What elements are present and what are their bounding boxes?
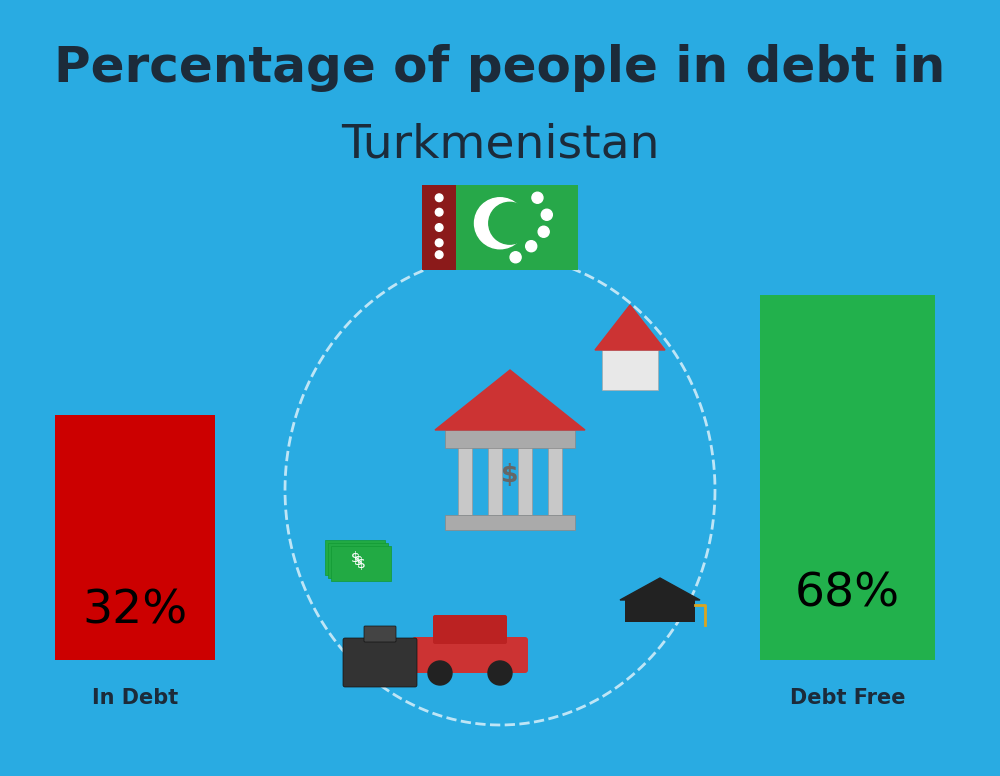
Text: Percentage of people in debt in: Percentage of people in debt in <box>54 44 946 92</box>
Circle shape <box>428 661 452 685</box>
Text: Debt Free: Debt Free <box>790 688 905 708</box>
Text: In Debt: In Debt <box>92 688 178 708</box>
Circle shape <box>538 227 549 237</box>
Circle shape <box>435 239 443 247</box>
Circle shape <box>489 203 531 244</box>
Polygon shape <box>435 370 585 430</box>
Text: Turkmenistan: Turkmenistan <box>341 123 659 168</box>
Circle shape <box>510 251 521 263</box>
Text: 68%: 68% <box>795 572 900 617</box>
FancyBboxPatch shape <box>325 540 385 575</box>
Circle shape <box>475 198 526 249</box>
Text: $: $ <box>357 557 365 571</box>
Circle shape <box>435 223 443 231</box>
FancyBboxPatch shape <box>602 350 658 390</box>
FancyBboxPatch shape <box>422 185 578 270</box>
Circle shape <box>435 209 443 216</box>
FancyBboxPatch shape <box>548 440 562 515</box>
FancyBboxPatch shape <box>422 185 456 270</box>
FancyBboxPatch shape <box>760 295 935 660</box>
FancyBboxPatch shape <box>328 543 388 578</box>
FancyBboxPatch shape <box>445 430 575 448</box>
FancyBboxPatch shape <box>458 440 472 515</box>
FancyBboxPatch shape <box>364 626 396 642</box>
Circle shape <box>435 194 443 202</box>
Circle shape <box>532 192 543 203</box>
Text: $: $ <box>354 554 362 568</box>
FancyBboxPatch shape <box>445 515 575 530</box>
Polygon shape <box>595 305 665 350</box>
Circle shape <box>541 210 552 220</box>
Text: $: $ <box>351 551 359 565</box>
Text: 32%: 32% <box>82 588 188 633</box>
Circle shape <box>526 241 537 251</box>
FancyBboxPatch shape <box>625 600 695 622</box>
Circle shape <box>488 661 512 685</box>
FancyBboxPatch shape <box>518 440 532 515</box>
FancyBboxPatch shape <box>412 637 528 673</box>
FancyBboxPatch shape <box>488 440 502 515</box>
FancyBboxPatch shape <box>433 615 507 644</box>
Circle shape <box>435 251 443 258</box>
FancyBboxPatch shape <box>331 546 391 581</box>
FancyBboxPatch shape <box>55 415 215 660</box>
FancyBboxPatch shape <box>343 638 417 687</box>
Ellipse shape <box>285 255 715 725</box>
Polygon shape <box>620 578 700 600</box>
Text: $: $ <box>501 463 519 487</box>
